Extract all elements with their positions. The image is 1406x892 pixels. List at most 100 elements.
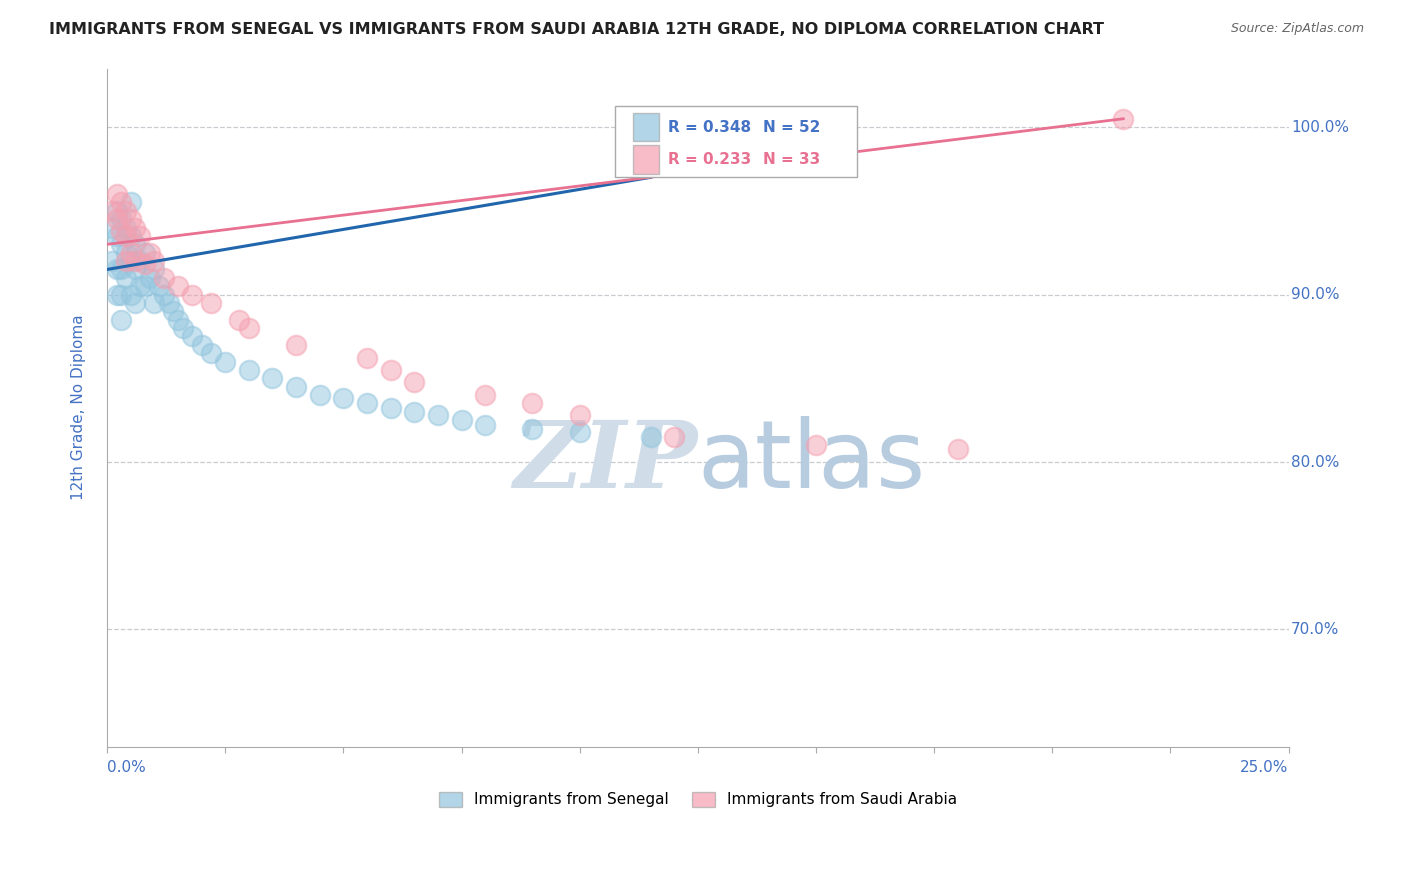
Point [110,212,132,227]
Text: N = 33: N = 33 [763,152,820,167]
Point [105,212,128,227]
Y-axis label: 12th Grade, No Diploma: 12th Grade, No Diploma [72,315,86,500]
Point [105,262,128,277]
Point [120,245,142,260]
Point [450,413,472,427]
Point [238,363,260,377]
Point [115,203,138,218]
Point [356,351,378,366]
Point [380,401,402,416]
Point [110,237,132,252]
Point [522,421,544,435]
Point [380,363,402,377]
Text: 25.0%: 25.0% [1240,760,1289,775]
Text: ZIP: ZIP [513,417,697,507]
Point [308,388,330,402]
Point [157,296,180,310]
Point [228,312,250,326]
Point [120,212,142,227]
Text: R = 0.233: R = 0.233 [668,152,752,167]
Text: 90.0%: 90.0% [1291,287,1340,302]
Point [474,418,496,433]
Text: atlas: atlas [697,416,927,508]
FancyBboxPatch shape [633,113,659,142]
Point [152,270,174,285]
Point [120,195,142,210]
Point [134,245,156,260]
Point [262,371,284,385]
Point [181,287,204,301]
Point [214,354,236,368]
Point [120,229,142,244]
Point [120,287,142,301]
Point [804,438,827,452]
Point [110,195,132,210]
Point [200,296,222,310]
Point [101,254,124,268]
Point [101,203,124,218]
Point [568,425,591,439]
Point [105,229,128,244]
Point [181,329,204,343]
Point [124,262,146,277]
Point [148,279,170,293]
Text: 0.0%: 0.0% [107,760,146,775]
Point [110,262,132,277]
Point [120,254,142,268]
Point [129,254,152,268]
Point [110,287,132,301]
Point [356,396,378,410]
Point [101,220,124,235]
Point [522,396,544,410]
Point [190,338,212,352]
Point [138,245,160,260]
Point [474,388,496,402]
Point [143,296,166,310]
Point [200,346,222,360]
Point [110,312,132,326]
Point [110,224,132,238]
Point [138,270,160,285]
Text: Source: ZipAtlas.com: Source: ZipAtlas.com [1230,22,1364,36]
Point [946,442,969,456]
Point [167,312,190,326]
Point [134,257,156,271]
Text: 100.0%: 100.0% [1291,120,1348,135]
Point [115,270,138,285]
Point [332,392,354,406]
Point [172,321,194,335]
Point [404,375,426,389]
Point [152,287,174,301]
Point [640,430,662,444]
Point [162,304,184,318]
FancyBboxPatch shape [616,106,858,177]
Point [568,408,591,422]
Point [134,279,156,293]
FancyBboxPatch shape [633,145,659,174]
Legend: Immigrants from Senegal, Immigrants from Saudi Arabia: Immigrants from Senegal, Immigrants from… [433,785,963,814]
Point [285,379,308,393]
Point [115,245,138,260]
Point [105,187,128,202]
Text: IMMIGRANTS FROM SENEGAL VS IMMIGRANTS FROM SAUDI ARABIA 12TH GRADE, NO DIPLOMA C: IMMIGRANTS FROM SENEGAL VS IMMIGRANTS FR… [49,22,1104,37]
Point [115,229,138,244]
Point [124,254,146,268]
Text: R = 0.348: R = 0.348 [668,120,751,135]
Text: 80.0%: 80.0% [1291,455,1340,469]
Point [238,321,260,335]
Point [129,279,152,293]
Point [404,405,426,419]
Text: N = 52: N = 52 [763,120,820,135]
Point [105,203,128,218]
Point [115,254,138,268]
Point [129,229,152,244]
Point [426,408,449,422]
Text: 70.0%: 70.0% [1291,622,1340,637]
Point [664,430,686,444]
Point [124,296,146,310]
Point [105,287,128,301]
Point [124,220,146,235]
Point [285,338,308,352]
Point [115,220,138,235]
Point [143,262,166,277]
